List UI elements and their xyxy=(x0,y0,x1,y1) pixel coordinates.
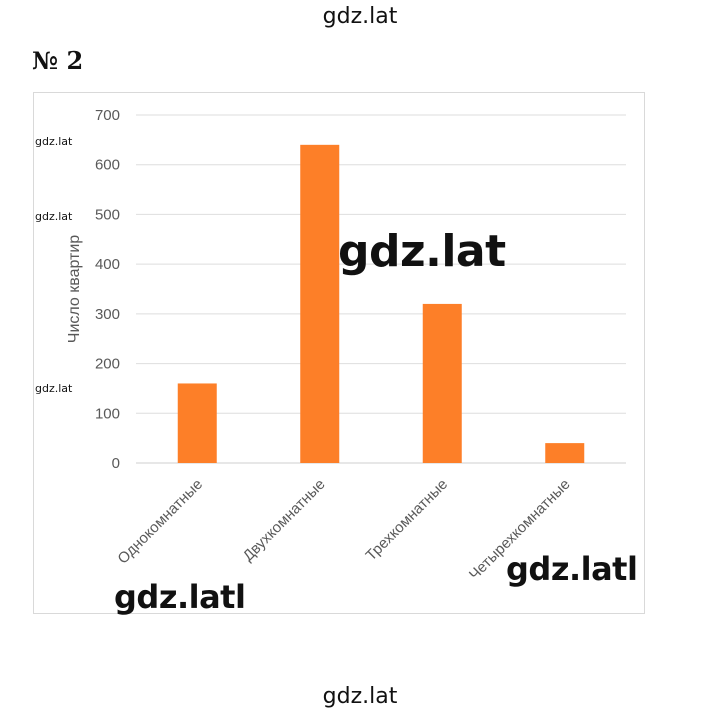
y-tick-label: 500 xyxy=(95,206,120,223)
bar xyxy=(422,303,462,463)
y-axis-label: Число квартир xyxy=(66,235,83,343)
y-tick-label: 400 xyxy=(95,256,120,273)
watermark-bottom-right: gdz.latl xyxy=(506,550,638,588)
bar xyxy=(300,144,340,464)
watermark-center: gdz.lat xyxy=(338,226,506,277)
x-tick-label: Однокомнатные xyxy=(114,476,206,568)
watermark-top: gdz.lat xyxy=(322,4,398,29)
watermark-side-2: gdz.lat xyxy=(35,210,73,223)
bar xyxy=(177,383,217,463)
bar xyxy=(545,443,585,463)
y-tick-label: 700 xyxy=(95,107,120,124)
y-tick-label: 100 xyxy=(95,405,120,422)
watermark-side-3: gdz.lat xyxy=(35,382,73,395)
y-tick-label: 600 xyxy=(95,157,120,174)
chart-frame: 0 100 200 300 400 500 600 700 Число квартир Однок… xyxy=(33,92,645,614)
x-tick-label: Двухкомнатные xyxy=(240,476,329,565)
y-tick-label: 0 xyxy=(112,455,120,472)
y-tick-label: 200 xyxy=(95,356,120,373)
watermark-bottom-left: gdz.latl xyxy=(114,578,246,616)
watermark-bottom: gdz.lat xyxy=(322,684,398,709)
y-tick-label: 300 xyxy=(95,306,120,323)
x-tick-label: Трехкомнатные xyxy=(363,476,451,564)
watermark-side-1: gdz.lat xyxy=(35,135,73,148)
bar-chart: 0 100 200 300 400 500 600 700 Число квартир Однок… xyxy=(66,107,626,584)
task-number: № 2 xyxy=(32,46,84,75)
